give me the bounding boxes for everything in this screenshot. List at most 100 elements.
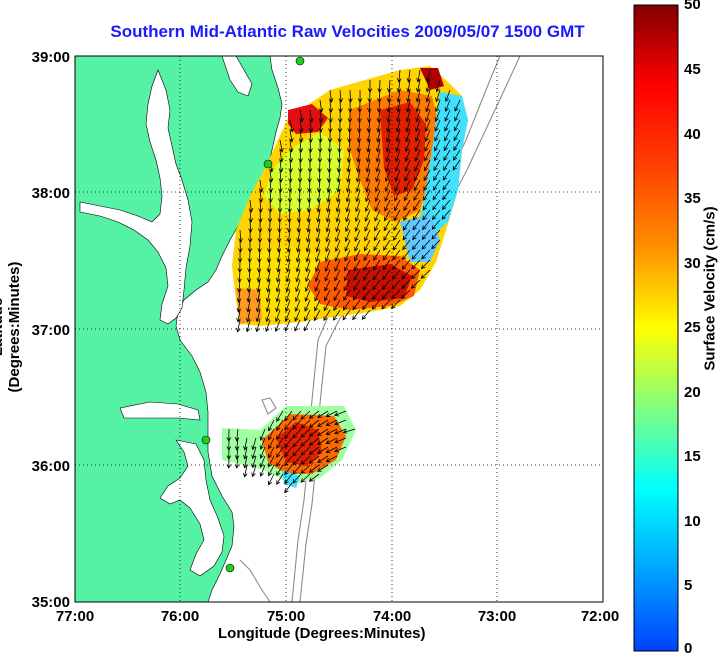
velocity-arrow	[292, 464, 302, 475]
station-marker	[263, 159, 273, 169]
velocity-arrow	[353, 279, 361, 291]
velocity-arrow	[444, 129, 451, 142]
velocity-arrow	[444, 89, 451, 103]
velocity-arrow	[353, 269, 361, 282]
velocity-arrow	[336, 149, 342, 163]
velocity-arrow	[324, 279, 331, 292]
velocity-arrow	[453, 149, 461, 161]
velocity-arrow	[246, 269, 252, 283]
velocity-arrow	[364, 199, 371, 212]
velocity-arrow	[334, 446, 347, 453]
colorbar-label: Surface Velocity (cm/s)	[701, 206, 719, 371]
velocity-arrow	[432, 199, 441, 211]
velocity-arrow	[374, 199, 381, 212]
velocity-arrow	[251, 455, 257, 469]
velocity-arrow	[415, 99, 421, 113]
velocity-arrow	[305, 269, 311, 283]
velocity-arrow	[434, 119, 441, 132]
velocity-arrow	[434, 129, 441, 142]
velocity-arrow	[346, 149, 352, 163]
velocity-arrow	[300, 446, 311, 456]
velocity-arrow	[414, 139, 421, 152]
velocity-arrow	[402, 249, 411, 261]
velocity-arrow	[386, 89, 392, 103]
velocity-arrow	[226, 455, 232, 469]
velocity-arrow	[315, 249, 321, 263]
velocity-arrows	[226, 69, 461, 494]
colorbar-tick: 35	[684, 190, 701, 207]
velocity-arrow	[296, 219, 302, 233]
velocity-arrow	[268, 169, 274, 183]
velocity-arrow	[393, 229, 401, 241]
velocity-arrow	[326, 169, 332, 183]
velocity-arrow	[442, 169, 451, 181]
velocity-arrow	[365, 179, 371, 193]
velocity-arrow	[286, 249, 291, 263]
velocity-arrow	[295, 259, 301, 273]
velocity-arrow	[328, 119, 333, 133]
velocity-arrow	[255, 319, 261, 333]
velocity-arrow	[384, 189, 391, 202]
velocity-arrow	[394, 179, 401, 192]
velocity-arrow	[308, 419, 320, 428]
velocity-arrow	[298, 159, 303, 173]
velocity-arrow	[276, 410, 284, 422]
velocity-arrow	[266, 249, 272, 263]
velocity-arrow	[304, 279, 311, 292]
colorbar-tick: 25	[684, 319, 701, 336]
velocity-arrow	[299, 119, 304, 133]
radar-stations	[201, 56, 305, 573]
velocity-arrow	[352, 299, 361, 311]
velocity-arrow	[292, 446, 302, 457]
velocity-arrow	[316, 209, 321, 223]
velocity-arrow	[236, 299, 242, 313]
velocity-arrow	[251, 446, 257, 460]
velocity-arrow	[420, 259, 431, 270]
velocity-arrow	[441, 209, 451, 220]
velocity-arrow	[300, 473, 311, 483]
velocity-arrow	[237, 269, 242, 283]
velocity-arrow	[294, 309, 301, 322]
velocity-arrow	[268, 464, 275, 477]
velocity-arrow	[285, 259, 291, 273]
velocity-arrow	[335, 199, 341, 213]
velocity-arrow	[336, 159, 342, 173]
velocity-arrow	[288, 149, 294, 163]
velocity-arrow	[334, 437, 347, 444]
velocity-arrow	[393, 209, 401, 222]
velocity-arrow	[424, 129, 431, 142]
velocity-arrow	[335, 219, 341, 233]
velocity-arrow	[278, 159, 284, 173]
velocity-arrow	[401, 259, 411, 270]
velocity-arrow	[256, 269, 262, 283]
velocity-arrow	[238, 229, 243, 243]
velocity-arrow	[325, 219, 331, 233]
velocity-arrow	[410, 279, 421, 289]
velocity-arrow	[276, 249, 281, 263]
velocity-arrow	[393, 199, 401, 212]
velocity-arrow	[267, 239, 272, 253]
velocity-arrow	[362, 289, 371, 301]
velocity-arrow	[414, 129, 421, 143]
velocity-arrow	[334, 259, 341, 272]
velocity-arrow	[236, 319, 241, 333]
velocity-arrow	[425, 109, 431, 123]
velocity-arrow	[363, 269, 371, 281]
colorbar-tick: 15	[684, 448, 701, 465]
velocity-arrow	[343, 269, 351, 282]
velocity-arrow	[317, 428, 329, 436]
x-axis-label: Longitude (Degrees:Minutes)	[218, 625, 426, 642]
velocity-arrow	[315, 229, 321, 243]
velocity-arrow	[364, 229, 371, 242]
velocity-arrow	[246, 289, 251, 303]
velocity-arrow	[256, 279, 261, 293]
velocity-arrow	[276, 446, 284, 458]
velocity-arrow	[323, 309, 331, 322]
velocity-arrow	[259, 464, 266, 477]
velocity-arrow	[259, 437, 266, 450]
velocity-arrow	[376, 129, 381, 143]
velocity-arrow	[372, 259, 381, 271]
velocity-arrow	[374, 219, 381, 232]
velocity-arrow	[335, 229, 341, 243]
velocity-arrow	[344, 259, 351, 272]
